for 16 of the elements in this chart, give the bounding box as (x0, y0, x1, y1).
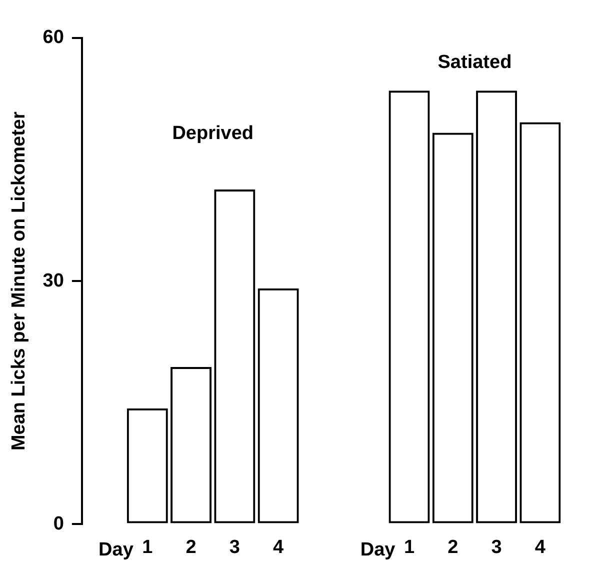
y-tick-label: 0 (53, 513, 64, 534)
x-tick-label: 4 (534, 536, 546, 558)
x-tick-label: 1 (404, 536, 415, 558)
y-tick-label: 30 (42, 270, 64, 292)
y-axis-title: Mean Licks per Minute on Lickometer (8, 111, 30, 451)
text: Day (360, 539, 396, 560)
x-tick-label: 4 (273, 536, 284, 558)
x-tick-label: 1 (142, 536, 154, 558)
text: Day (98, 539, 134, 560)
x-tick-label: 2 (186, 536, 196, 558)
annotation: Deprived (172, 122, 254, 144)
x-tick-label: 3 (491, 536, 502, 558)
annotation: Satiated (438, 52, 512, 73)
y-tick-label: 60 (42, 27, 64, 48)
x-tick-label: 2 (448, 536, 458, 558)
x-tick-label: 3 (229, 536, 240, 558)
